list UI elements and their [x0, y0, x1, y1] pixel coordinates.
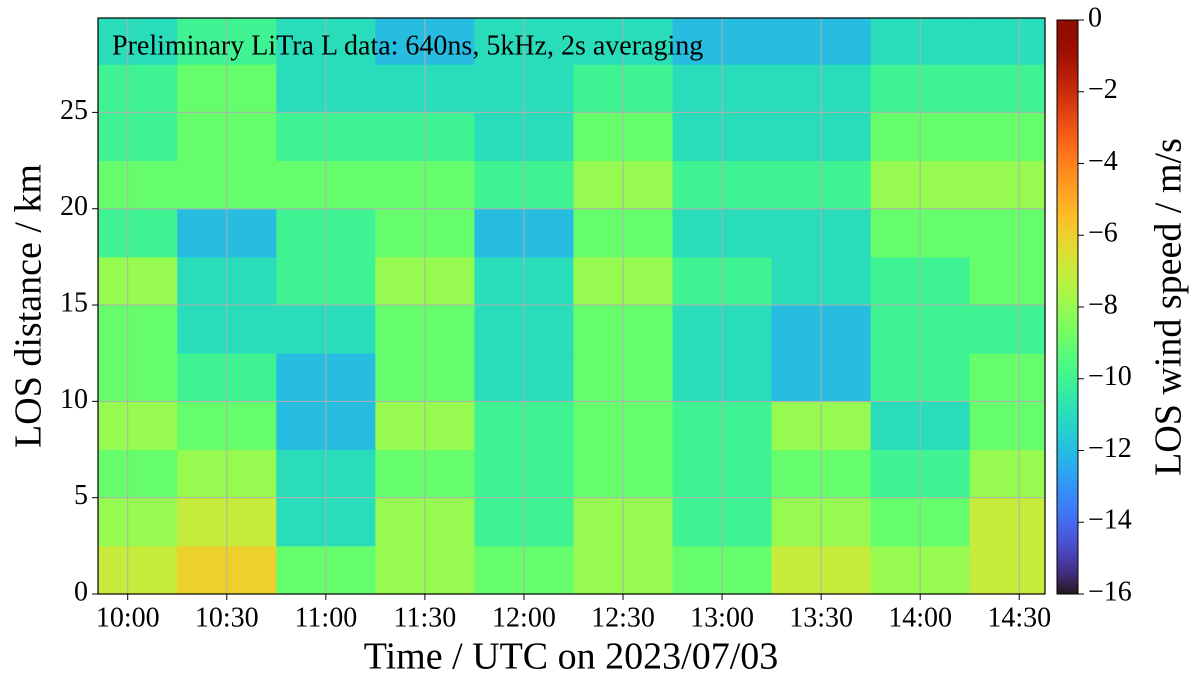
heatmap-cell: [98, 449, 178, 499]
x-tick-label: 11:30: [394, 602, 457, 633]
heatmap-cell: [969, 449, 1045, 499]
y-axis-label: LOS distance / km: [8, 164, 50, 448]
heatmap-cell: [969, 18, 1045, 65]
heatmap-cell: [969, 497, 1045, 547]
x-tick-label: 10:00: [96, 602, 160, 633]
x-tick-label: 12:00: [492, 602, 556, 633]
colorbar-tick-label: 0: [1088, 2, 1102, 33]
y-tick-label: 20: [60, 191, 88, 222]
colorbar-tick-label: −6: [1088, 218, 1118, 249]
y-tick-label: 10: [60, 384, 88, 415]
x-tick-label: 11:00: [294, 602, 357, 633]
y-tick-label: 15: [60, 287, 88, 318]
heatmap-cell: [98, 256, 178, 306]
colorbar-tick-label: −2: [1088, 74, 1118, 105]
heatmap-cell: [969, 256, 1045, 306]
x-tick-label: 12:30: [591, 602, 655, 633]
y-tick-label: 5: [74, 480, 88, 511]
colorbar-tick-label: −16: [1088, 576, 1132, 607]
x-tick-label: 14:00: [888, 602, 952, 633]
y-tick-label: 0: [74, 576, 88, 607]
heatmap-cell: [98, 112, 178, 162]
colorbar-tick-label: −4: [1088, 146, 1118, 177]
heatmap-cell: [969, 160, 1045, 210]
colorbar-tick-label: −12: [1088, 433, 1132, 464]
x-tick-label: 13:30: [789, 602, 853, 633]
colorbar-tick-label: −8: [1088, 289, 1118, 320]
heatmap-cell: [98, 160, 178, 210]
heatmap-cell: [98, 353, 178, 402]
heatmap-cell: [98, 64, 178, 113]
x-axis-label: Time / UTC on 2023/07/03: [364, 636, 779, 678]
heatmap-cell: [98, 545, 178, 594]
heatmap-cell: [98, 401, 178, 451]
heatmap: [98, 18, 1045, 594]
x-tick-label: 13:00: [690, 602, 754, 633]
heatmap-cell: [98, 208, 178, 258]
colorbar: [1056, 19, 1079, 595]
heatmap-cell: [969, 64, 1045, 113]
heatmap-cell: [969, 208, 1045, 258]
colorbar-tick-label: −10: [1088, 361, 1132, 392]
colorbar-label: LOS wind speed / m/s: [1148, 138, 1190, 476]
heatmap-cell: [969, 401, 1045, 451]
colorbar-tick-label: −14: [1088, 505, 1132, 536]
y-tick-label: 25: [60, 95, 88, 126]
annotation: Preliminary LiTra L data: 640ns, 5kHz, 2…: [112, 30, 703, 61]
heatmap-cell: [98, 18, 178, 65]
heatmap-cell: [969, 545, 1045, 594]
heatmap-cell: [969, 353, 1045, 402]
heatmap-cell: [98, 497, 178, 547]
heatmap-cell: [969, 112, 1045, 162]
x-tick-label: 10:30: [195, 602, 259, 633]
heatmap-cell: [98, 305, 178, 354]
heatmap-cell: [969, 305, 1045, 354]
x-tick-label: 14:30: [987, 602, 1051, 633]
plot-frame: [97, 17, 1046, 595]
